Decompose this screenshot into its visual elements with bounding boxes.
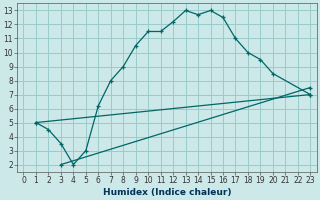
- X-axis label: Humidex (Indice chaleur): Humidex (Indice chaleur): [103, 188, 231, 197]
